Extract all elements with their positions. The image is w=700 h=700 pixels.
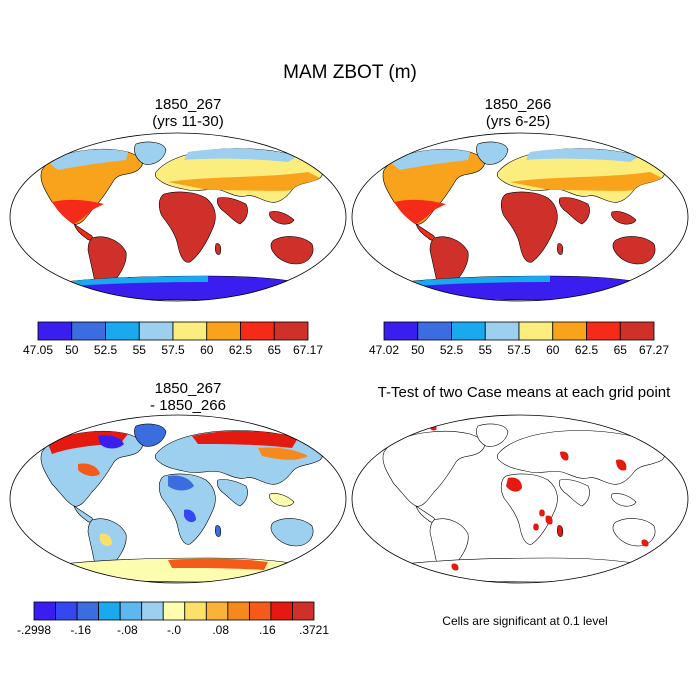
colorbar-tick-label: .16: [259, 623, 276, 637]
panel-4-title-line1: T-Test of two Case means at each grid po…: [377, 384, 671, 401]
colorbar-swatch: [484, 321, 520, 341]
colorbar-swatch: [248, 601, 272, 621]
colorbar-swatch: [619, 321, 655, 341]
map-panel-4: [351, 414, 689, 584]
panel-3-title-line2: - 1850_266: [150, 397, 226, 414]
figure-title: MAM ZBOT (m): [283, 62, 417, 83]
panel-1-title-line2: (yrs 11-30): [152, 113, 224, 130]
colorbar-swatch: [141, 601, 164, 621]
colorbar-swatch: [105, 321, 140, 341]
colorbar-tick-label: 47.02: [369, 343, 399, 357]
colorbar-swatch: [138, 321, 174, 341]
colorbar-tick-label: 67.17: [293, 343, 323, 357]
colorbar-swatch: [206, 321, 241, 341]
colorbar-tick-label: 65: [614, 343, 628, 357]
colorbar-tick-label: 62.5: [575, 343, 599, 357]
colorbar-tick-label: .08: [212, 623, 229, 637]
colorbar-swatch: [451, 321, 486, 341]
panel-4-title: T-Test of two Case means at each grid po…: [348, 384, 700, 401]
colorbar-tick-label: 60: [200, 343, 214, 357]
colorbar-swatch: [518, 321, 554, 341]
colorbar-tick-label: 47.05: [23, 343, 53, 357]
colorbar-swatch: [76, 601, 100, 621]
colorbar-swatch: [240, 321, 275, 341]
colorbar-tick-label: 65: [268, 343, 282, 357]
significance-note: Cells are significant at 0.1 level: [442, 614, 608, 628]
colorbar-swatch: [417, 321, 452, 341]
colorbar-swatch: [184, 601, 207, 621]
colorbar-swatch: [37, 321, 73, 341]
colorbar-tick-label: 50: [411, 343, 425, 357]
colorbar-swatch: [119, 601, 143, 621]
colorbar-tick-label: 62.5: [229, 343, 253, 357]
colorbar-swatch: [55, 601, 78, 621]
colorbar-tick-label: 57.5: [161, 343, 185, 357]
colorbar-tick-label: 67.27: [639, 343, 669, 357]
colorbar-swatch: [71, 321, 106, 341]
panel-2-title: 1850_266 (yrs 6-25): [358, 96, 678, 130]
colorbar-tick-label: .3721: [299, 623, 329, 637]
colorbar-swatch: [227, 601, 250, 621]
map-panel-3: [9, 414, 347, 584]
map-panel-2: [351, 132, 689, 302]
colorbar-swatch: [273, 321, 309, 341]
colorbar-tick-label: 60: [546, 343, 560, 357]
colorbar-tick-label: -.16: [70, 623, 91, 637]
colorbar-tick-label: 52.5: [440, 343, 464, 357]
colorbar-swatch: [292, 601, 315, 621]
panel-2-title-line1: 1850_266: [484, 96, 552, 113]
colorbar-panel-2: 47.02 50 52.5 55 57.5 60 62.5 65 67.27: [369, 321, 669, 357]
panel-3-title-line1: 1850_267: [154, 380, 222, 397]
colorbar-panel-3: -.2998 -.16 -.08 -.0 .08 .16 .3721: [17, 601, 329, 637]
colorbar-swatch: [162, 601, 186, 621]
colorbar-swatch: [270, 601, 293, 621]
panel-1-title: 1850_267 (yrs 11-30): [28, 96, 348, 130]
map-panel-1: [9, 132, 347, 302]
colorbar-tick-label: 52.5: [94, 343, 118, 357]
colorbar-tick-label: 55: [133, 343, 147, 357]
panel-3-title: 1850_267 - 1850_266: [28, 380, 348, 414]
panel-2-title-line2: (yrs 6-25): [485, 113, 551, 130]
colorbar-swatch: [383, 321, 419, 341]
colorbar-swatch: [552, 321, 587, 341]
colorbar-tick-label: -.0: [167, 623, 181, 637]
colorbar-swatch: [33, 601, 56, 621]
colorbar-swatch: [172, 321, 208, 341]
colorbar-tick-label: 57.5: [507, 343, 531, 357]
colorbar-swatch: [98, 601, 121, 621]
colorbar-tick-label: 55: [479, 343, 493, 357]
colorbar-swatch: [586, 321, 621, 341]
panel-1-title-line1: 1850_267: [154, 96, 222, 113]
colorbar-swatch: [205, 601, 229, 621]
colorbar-panel-1: 47.05 50 52.5 55 57.5 60 62.5 65 67.17: [23, 321, 323, 357]
colorbar-tick-label: -.2998: [17, 623, 51, 637]
colorbar-tick-label: 50: [65, 343, 79, 357]
colorbar-tick-label: -.08: [117, 623, 138, 637]
